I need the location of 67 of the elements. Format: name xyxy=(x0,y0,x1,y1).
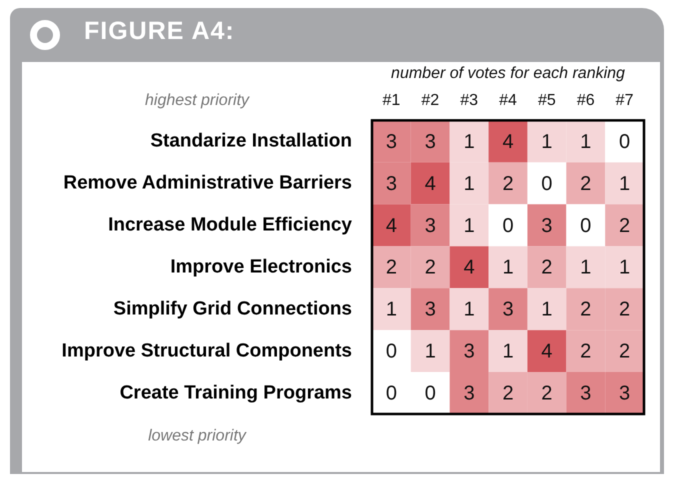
data-label: 0 xyxy=(386,340,397,363)
data-label: 1 xyxy=(464,130,475,153)
data-label: 2 xyxy=(619,340,630,363)
data-label: 4 xyxy=(541,340,552,363)
x-tick-label: #6 xyxy=(576,92,595,110)
data-label: 1 xyxy=(502,256,514,279)
y-tick-label: Improve Electronics xyxy=(170,256,352,278)
data-label: 2 xyxy=(541,382,552,405)
data-label: 4 xyxy=(502,130,514,153)
data-label: 3 xyxy=(580,382,592,405)
data-label: 3 xyxy=(424,298,436,321)
data-label: 2 xyxy=(502,172,514,195)
data-label: 1 xyxy=(619,256,630,279)
y-tick-label: Remove Administrative Barriers xyxy=(63,172,352,194)
data-label: 2 xyxy=(502,382,514,405)
data-label: 3 xyxy=(619,382,630,405)
data-label: 4 xyxy=(386,214,397,237)
x-tick-label: #3 xyxy=(460,92,478,110)
data-label: 0 xyxy=(424,382,436,405)
data-label: 4 xyxy=(464,256,475,279)
data-label: 1 xyxy=(619,172,630,195)
data-label: 2 xyxy=(580,340,592,363)
data-label: 0 xyxy=(502,214,514,237)
text: FIGURE A4: xyxy=(84,17,235,46)
data-label: 1 xyxy=(541,130,552,153)
data-label: 0 xyxy=(386,382,397,405)
data-label: 1 xyxy=(424,340,436,363)
data-label: 3 xyxy=(424,214,436,237)
data-label: 2 xyxy=(619,214,630,237)
data-label: 2 xyxy=(424,256,436,279)
x-axis-title: number of votes for each ranking xyxy=(391,65,626,82)
data-label: 1 xyxy=(464,214,475,237)
data-label: 2 xyxy=(386,256,397,279)
data-label: 1 xyxy=(502,340,514,363)
data-label: 0 xyxy=(619,130,630,153)
data-label: 2 xyxy=(619,298,630,321)
x-tick-label: #4 xyxy=(499,92,517,110)
data-label: 3 xyxy=(464,340,475,363)
data-label: 4 xyxy=(424,172,436,195)
data-label: 1 xyxy=(386,298,397,321)
y-tick-label: Simplify Grid Connections xyxy=(113,298,352,320)
data-label: 3 xyxy=(386,130,397,153)
x-tick-label: #1 xyxy=(382,92,400,110)
text: lowest priority xyxy=(148,427,247,444)
data-label: 0 xyxy=(580,214,592,237)
y-tick-label: Standarize Installation xyxy=(150,130,352,152)
data-label: 1 xyxy=(464,172,475,195)
data-label: 3 xyxy=(464,382,475,405)
text: highest priority xyxy=(144,92,250,109)
data-label: 1 xyxy=(464,298,475,321)
data-label: 0 xyxy=(541,172,552,195)
x-tick-label: #2 xyxy=(421,92,440,110)
data-label: 1 xyxy=(541,298,552,321)
x-tick-label: #7 xyxy=(616,92,634,110)
data-label: 2 xyxy=(541,256,552,279)
y-tick-label: Increase Module Efficiency xyxy=(108,214,352,236)
data-label: 3 xyxy=(502,298,514,321)
y-tick-label: Improve Structural Components xyxy=(62,340,352,362)
data-label: 3 xyxy=(424,130,436,153)
data-label: 2 xyxy=(580,172,592,195)
x-tick-label: #5 xyxy=(538,92,556,110)
data-label: 2 xyxy=(580,298,592,321)
data-label: 3 xyxy=(541,214,552,237)
data-label: 1 xyxy=(580,130,592,153)
y-tick-label: Create Training Programs xyxy=(120,382,352,404)
data-label: 1 xyxy=(580,256,592,279)
data-label: 3 xyxy=(386,172,397,195)
